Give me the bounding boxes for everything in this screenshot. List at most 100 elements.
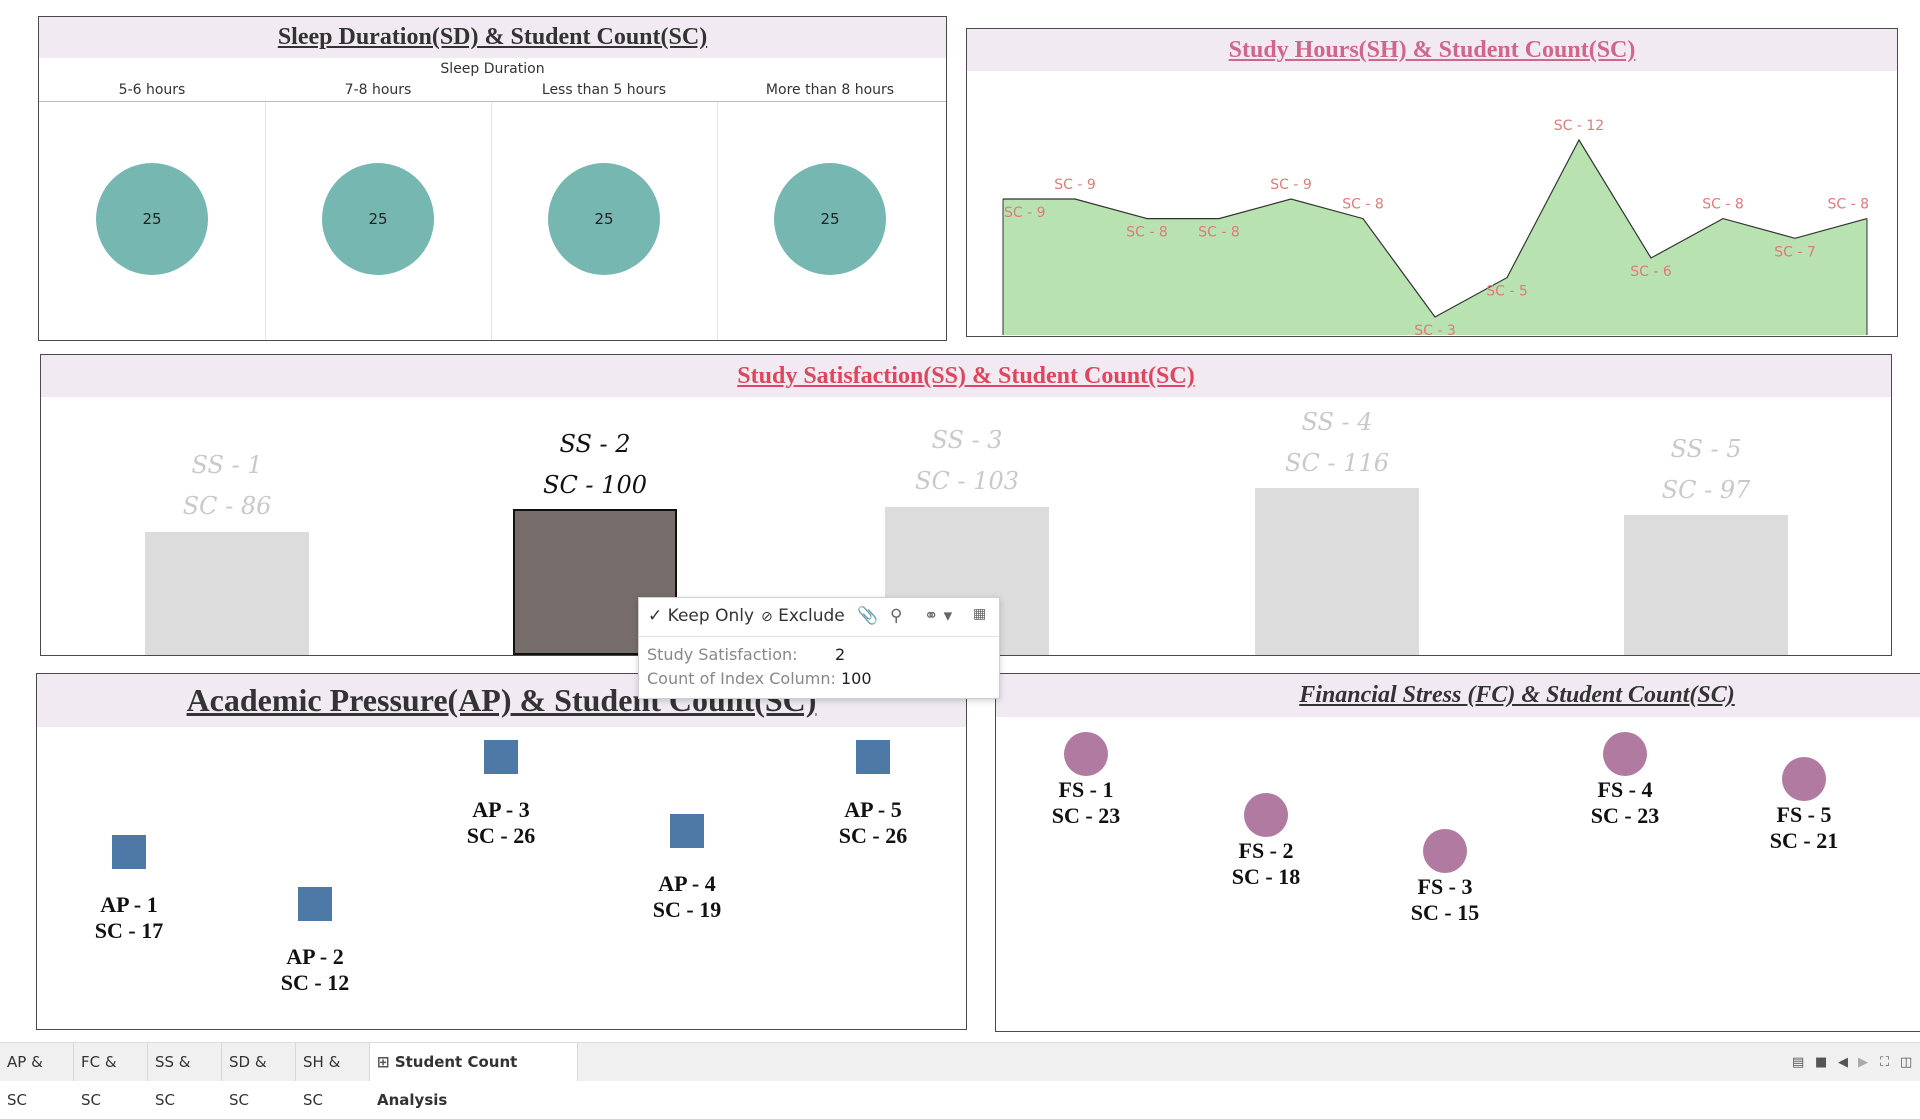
presentation-icon[interactable]: ◫ <box>1900 1055 1913 1070</box>
fs-5-sc-label: SC - 21 <box>1769 828 1839 853</box>
fs-mark-1[interactable] <box>1064 732 1108 776</box>
ap-mark-4[interactable] <box>670 814 704 848</box>
sd-col-header-4[interactable]: More than 8 hours <box>765 82 895 98</box>
ap-mark-3[interactable] <box>484 740 518 774</box>
sheet-tab-bar: AP & SC FC & SC SS & SC SD & SC SH & SC … <box>0 1042 1920 1109</box>
sd-col-header-3[interactable]: Less than 5 hours <box>541 82 667 98</box>
academic-pressure-panel: Academic Pressure(AP) & Student Count(SC… <box>36 673 967 1030</box>
sh-data-label: SC - 8 <box>1342 197 1384 213</box>
fs-mark-3[interactable] <box>1423 829 1467 873</box>
fullscreen-icon[interactable]: ⛶ <box>1880 1055 1890 1070</box>
study-satisfaction-title: Study Satisfaction(SS) & Student Count(S… <box>41 355 1891 397</box>
ap-4-sc-label: SC - 19 <box>652 897 722 922</box>
ss-bar-1[interactable] <box>145 532 309 655</box>
sh-data-label: SC - 3 <box>1414 323 1456 336</box>
ss-bar-5[interactable] <box>1624 515 1788 655</box>
tooltip-field-label: Study Satisfaction: <box>647 645 798 664</box>
sd-col-header-2[interactable]: 7-8 hours <box>344 82 412 98</box>
prev-sheet-icon[interactable]: ◀ <box>1838 1055 1848 1070</box>
fs-3-label: FS - 3 <box>1417 874 1473 899</box>
ss-bar-3-ss-label: SS - 3 <box>931 426 1003 454</box>
fs-mark-2[interactable] <box>1244 793 1288 837</box>
study-hours-area-chart[interactable]: SC - 9 SC - 9 SC - 8 SC - 8 SC - 9 SC - 8 SC -… <box>967 29 1897 336</box>
sh-data-label: SC - 5 <box>1486 284 1528 300</box>
fs-5-label: FS - 5 <box>1776 802 1832 827</box>
sd-circle-mark[interactable]: 25 <box>322 163 434 275</box>
sh-data-label: SC - 6 <box>1630 264 1672 280</box>
ap-2-sc-label: SC - 12 <box>280 970 350 995</box>
ss-bar-1-sc-label: SC - 86 <box>182 492 272 520</box>
ss-bar-4[interactable] <box>1255 488 1419 655</box>
sd-column-divider <box>491 102 492 340</box>
sh-data-label: SC - 8 <box>1198 225 1240 241</box>
ss-bar-5-ss-label: SS - 5 <box>1670 435 1742 463</box>
ss-bar-2-ss-label: SS - 2 <box>559 430 631 458</box>
tooltip-field-label: Count of Index Column: <box>647 669 836 688</box>
ap-1-label: AP - 1 <box>100 892 158 917</box>
fs-mark-4[interactable] <box>1603 732 1647 776</box>
keep-only-label: Keep Only <box>667 606 755 626</box>
sd-circle-mark[interactable]: 25 <box>774 163 886 275</box>
tab-label: Student Count Analysis <box>377 1053 518 1109</box>
ap-mark-1[interactable] <box>112 835 146 869</box>
ss-bar-1-ss-label: SS - 1 <box>191 451 263 479</box>
sh-data-label: SC - 7 <box>1774 244 1816 260</box>
tab-sh-sc[interactable]: SH & SC <box>296 1043 370 1109</box>
show-tabs-icon[interactable]: ■ <box>1815 1055 1828 1070</box>
highlight-icon[interactable]: ⚲ <box>890 606 903 626</box>
ap-2-label: AP - 2 <box>286 944 344 969</box>
sh-data-label: SC - 9 <box>1054 177 1096 193</box>
sh-data-label: SC - 8 <box>1702 197 1744 213</box>
tooltip-field-value: 2 <box>835 645 846 664</box>
sh-data-label: SC - 9 <box>1004 205 1046 221</box>
tooltip-field-value: 100 <box>841 669 872 688</box>
ss-bar-5-sc-label: SC - 97 <box>1661 476 1751 504</box>
sh-series-line[interactable] <box>1003 138 1868 318</box>
sd-column-divider <box>265 102 266 340</box>
sh-data-label: SC - 8 <box>1827 197 1869 213</box>
ss-bar-3-sc-label: SC - 103 <box>915 467 1019 495</box>
sleep-duration-axis-title: Sleep Duration <box>440 61 545 77</box>
ap-4-label: AP - 4 <box>658 871 716 896</box>
check-icon: ✓ <box>648 606 663 626</box>
ss-bar-2-selected[interactable] <box>513 509 677 655</box>
view-data-icon[interactable]: ▦ <box>973 606 987 622</box>
tab-fc-sc[interactable]: FC & SC <box>74 1043 148 1109</box>
study-satisfaction-panel: Study Satisfaction(SS) & Student Count(S… <box>40 354 1892 656</box>
tab-sd-sc[interactable]: SD & SC <box>222 1043 296 1109</box>
tooltip-action-bar: ✓ Keep Only ⊘ Exclude 📎 ⚲ ⚭ ▾ ▦ <box>639 598 999 637</box>
next-sheet-icon[interactable]: ▶ <box>1858 1055 1868 1070</box>
ss-bar-4-ss-label: SS - 4 <box>1301 408 1373 436</box>
fs-4-sc-label: SC - 23 <box>1590 803 1660 828</box>
show-filmstrip-icon[interactable]: ▤ <box>1792 1055 1805 1070</box>
sd-circle-mark[interactable]: 25 <box>548 163 660 275</box>
ap-mark-5[interactable] <box>856 740 890 774</box>
fs-2-label: FS - 2 <box>1238 838 1294 863</box>
fs-2-sc-label: SC - 18 <box>1231 864 1301 889</box>
tab-ap-sc[interactable]: AP & SC <box>0 1043 74 1109</box>
tab-student-count-analysis[interactable]: ⊞ Student Count Analysis <box>370 1043 578 1109</box>
ap-3-sc-label: SC - 26 <box>466 823 536 848</box>
ap-mark-2[interactable] <box>298 887 332 921</box>
tab-ss-sc[interactable]: SS & SC <box>148 1043 222 1109</box>
financial-stress-panel: Financial Stress (FC) & Student Count(SC… <box>995 673 1920 1032</box>
sleep-duration-title: Sleep Duration(SD) & Student Count(SC) <box>39 17 946 58</box>
fs-3-sc-label: SC - 15 <box>1410 900 1480 925</box>
group-members-icon[interactable]: ⚭ ▾ <box>924 606 953 626</box>
selection-tooltip: ✓ Keep Only ⊘ Exclude 📎 ⚲ ⚭ ▾ ▦ Study Sa… <box>638 597 1000 699</box>
sh-area-fill[interactable] <box>1003 140 1867 335</box>
sd-col-header-1[interactable]: 5-6 hours <box>118 82 186 98</box>
fs-mark-5[interactable] <box>1782 757 1826 801</box>
fs-1-label: FS - 1 <box>1058 777 1114 802</box>
exclude-button[interactable]: ⊘ Exclude <box>761 606 845 626</box>
sd-column-divider <box>717 102 718 340</box>
ap-1-sc-label: SC - 17 <box>94 918 164 943</box>
keep-only-button[interactable]: ✓ Keep Only <box>648 606 754 626</box>
tooltip-row-count: Count of Index Column: 100 <box>647 669 872 688</box>
sd-circle-mark[interactable]: 25 <box>96 163 208 275</box>
exclude-label: Exclude <box>778 606 845 626</box>
ap-3-label: AP - 3 <box>472 797 530 822</box>
study-hours-title: Study Hours(SH) & Student Count(SC) <box>967 29 1897 71</box>
attach-icon[interactable]: 📎 <box>857 606 879 626</box>
fs-4-label: FS - 4 <box>1597 777 1653 802</box>
